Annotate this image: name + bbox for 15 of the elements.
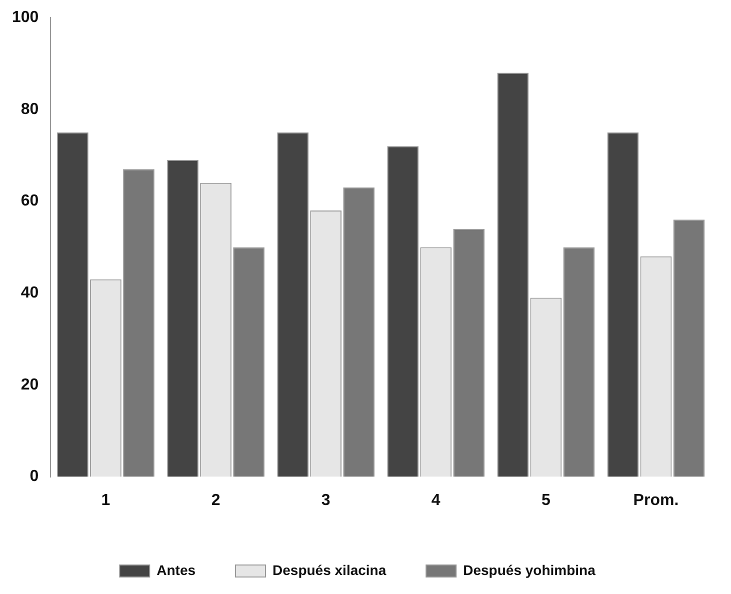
x-tick-label: 5 — [541, 492, 550, 509]
x-tick-label: 2 — [211, 492, 220, 509]
x-tick-label: Prom. — [633, 492, 679, 509]
x-tick-label: 1 — [101, 492, 110, 509]
y-tick-label: 60 — [20, 192, 39, 210]
legend-label: Después yohimbina — [463, 562, 596, 578]
y-tick-label: 80 — [20, 100, 39, 118]
y-tick-label: 40 — [20, 284, 39, 302]
y-tick-label: 20 — [20, 376, 39, 394]
y-tick-label: 100 — [12, 9, 39, 26]
y-tick-label: 0 — [30, 468, 39, 486]
x-tick-label: 3 — [321, 492, 330, 509]
x-tick-label: 4 — [431, 492, 440, 509]
legend-label: Después xilacina — [272, 562, 386, 578]
legend-label: Antes — [156, 562, 196, 578]
